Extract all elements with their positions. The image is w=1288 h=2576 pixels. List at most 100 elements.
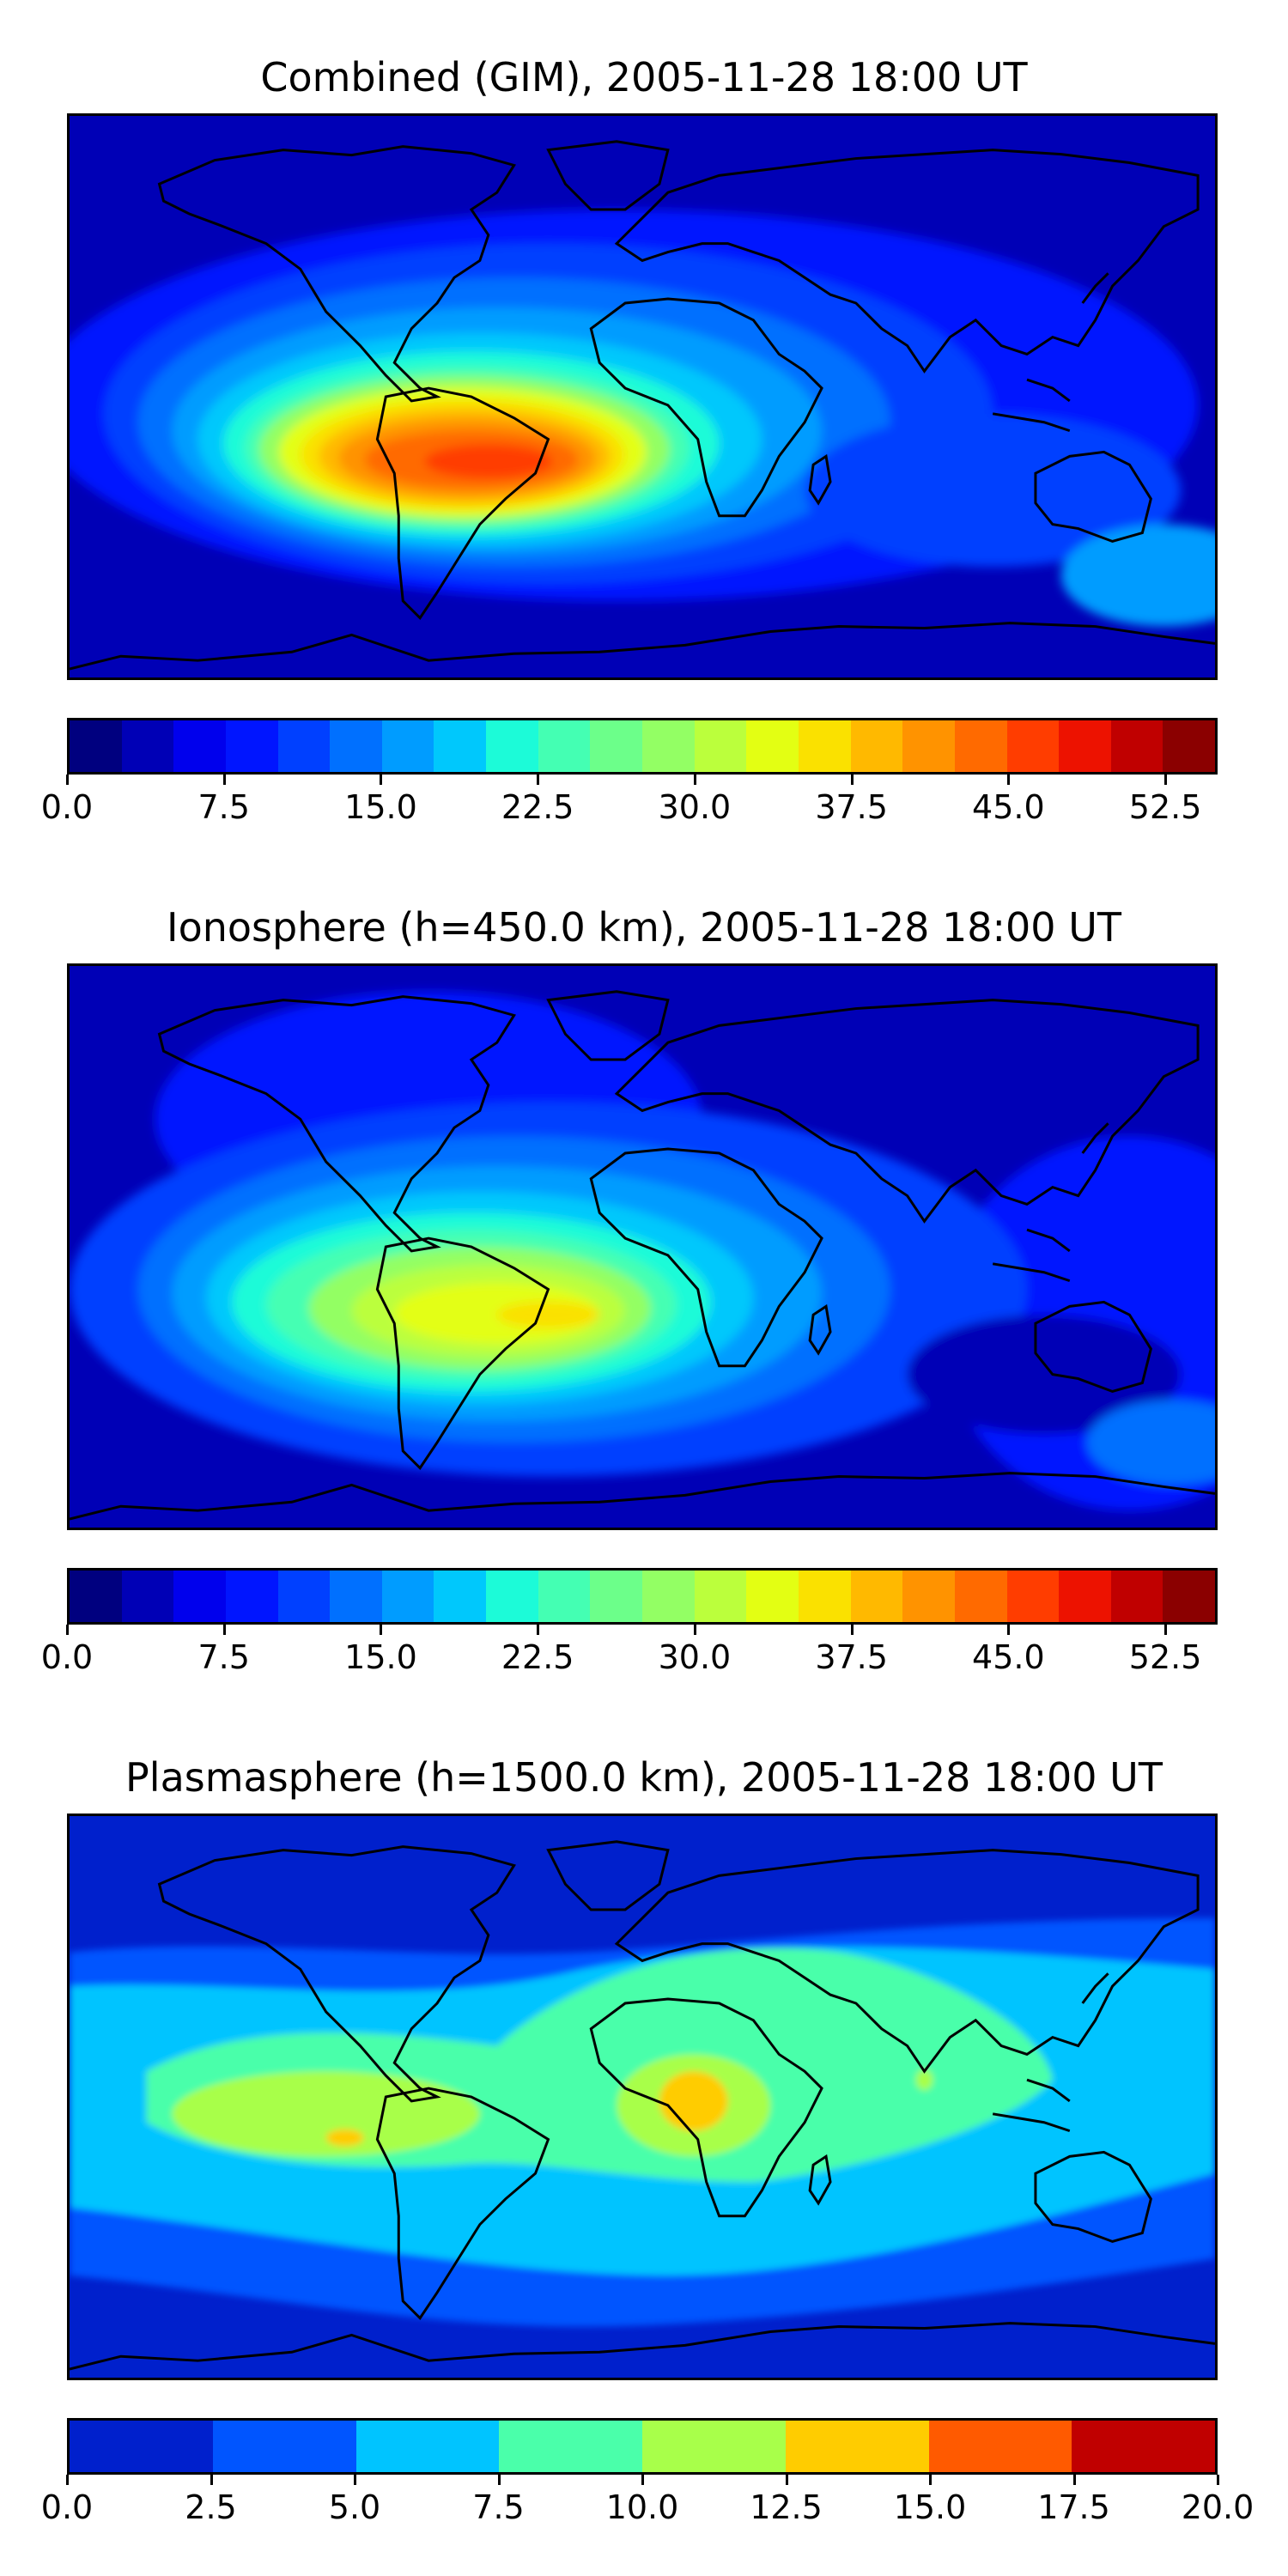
colorbar-plasmasphere (67, 2418, 1218, 2475)
colorbar-segment (355, 2421, 500, 2472)
colorbar-segment (1163, 720, 1215, 772)
tick-label: 30.0 (658, 1638, 732, 1676)
colorbar-segment (70, 1571, 122, 1622)
tick-mark (497, 2475, 501, 2485)
panel-title-plasmasphere: Plasmasphere (h=1500.0 km), 2005-11-28 1… (125, 1754, 1163, 1801)
tick-mark (1164, 1625, 1168, 1635)
tick-label: 2.5 (185, 2488, 237, 2526)
colorbar-segment (173, 1571, 226, 1622)
tick-mark (222, 775, 226, 785)
colorbar-segment (928, 2421, 1072, 2472)
tick-label: 45.0 (972, 1638, 1045, 1676)
tick-label: 10.0 (605, 2488, 679, 2526)
colorbar-segment (954, 720, 1007, 772)
colorbar-segment (642, 720, 695, 772)
tick-mark (850, 1625, 854, 1635)
tick-label: 52.5 (1128, 788, 1202, 826)
colorbar-segment (70, 720, 122, 772)
colorbar-segment (902, 720, 955, 772)
colorbar-segment (381, 1571, 434, 1622)
colorbar-segment (746, 720, 799, 772)
colorbar-segment (850, 1571, 903, 1622)
panel-title-ionosphere: Ionosphere (h=450.0 km), 2005-11-28 18:0… (167, 904, 1121, 951)
colorbar-segment (694, 720, 747, 772)
tick-mark (929, 2475, 932, 2485)
tick-mark (380, 1625, 383, 1635)
colorbar-segment (538, 1571, 591, 1622)
tick-label: 12.5 (750, 2488, 823, 2526)
tick-mark (66, 775, 69, 785)
tick-mark (1007, 1625, 1011, 1635)
colorbar-segment (225, 720, 278, 772)
colorbar-segment (330, 1571, 382, 1622)
panel-title-combined: Combined (GIM), 2005-11-28 18:00 UT (260, 54, 1028, 100)
map-plasmasphere (67, 1814, 1218, 2380)
colorbar-segment (381, 720, 434, 772)
tick-label: 52.5 (1128, 1638, 1202, 1676)
colorbar-segment (70, 2421, 213, 2472)
colorbar-segment (486, 720, 538, 772)
colorbar-segment (434, 1571, 487, 1622)
colorbar-segment (121, 1571, 174, 1622)
tick-label: 0.0 (40, 2488, 94, 2526)
tick-label: 20.0 (1181, 2488, 1255, 2526)
tick-mark (354, 2475, 356, 2485)
colorbar-segment (1006, 1571, 1060, 1622)
colorbar-segment (212, 2421, 356, 2472)
tick-mark (210, 2475, 213, 2485)
tick-mark (537, 1625, 540, 1635)
colorbar-segment (798, 720, 851, 772)
colorbar-segment (642, 2421, 786, 2472)
map-ionosphere (67, 963, 1218, 1530)
tick-mark (850, 775, 854, 785)
tick-label: 15.0 (344, 788, 417, 826)
tick-mark (785, 2475, 788, 2485)
colorbar-segment (694, 1571, 747, 1622)
tick-label: 15.0 (344, 1638, 417, 1676)
colorbar-segment (121, 720, 174, 772)
colorbar-segment (798, 1571, 851, 1622)
tick-mark (66, 1625, 69, 1635)
colorbar-segment (499, 2421, 642, 2472)
colorbar-segment (954, 1571, 1007, 1622)
colorbar-ticks-combined: 0.0 7.5 15.0 22.5 30.0 37.5 45.0 52.5 (41, 775, 1218, 826)
colorbar-segment (173, 720, 226, 772)
colorbar-segment (1163, 1571, 1215, 1622)
colorbar-segment (277, 1571, 331, 1622)
tick-mark (693, 775, 696, 785)
colorbar-segment (1072, 2421, 1215, 2472)
tick-mark (641, 2475, 644, 2485)
colorbar-segment (590, 1571, 643, 1622)
tick-label: 7.5 (197, 1638, 250, 1676)
colorbar-segment (1110, 1571, 1163, 1622)
tick-mark (1164, 775, 1168, 785)
colorbar-segment (330, 720, 382, 772)
tick-label: 7.5 (197, 788, 250, 826)
colorbar-combined (67, 718, 1218, 775)
tick-label: 7.5 (472, 2488, 525, 2526)
tick-label: 30.0 (658, 788, 732, 826)
colorbar-segment (850, 720, 903, 772)
tick-label: 37.5 (815, 788, 888, 826)
tick-mark (1217, 2475, 1219, 2485)
colorbar-segment (785, 2421, 929, 2472)
tick-mark (1072, 2475, 1076, 2485)
colorbar-ticks-ionosphere: 0.0 7.5 15.0 22.5 30.0 37.5 45.0 52.5 (41, 1625, 1218, 1676)
tick-label: 45.0 (972, 788, 1045, 826)
colorbar-segment (902, 1571, 955, 1622)
colorbar-segment (642, 1571, 695, 1622)
tick-label: 37.5 (815, 1638, 888, 1676)
colorbar-segment (1059, 1571, 1111, 1622)
map-combined (67, 113, 1218, 680)
tick-label: 22.5 (501, 788, 574, 826)
tick-mark (537, 775, 540, 785)
colorbar-segment (434, 720, 487, 772)
tick-label: 0.0 (40, 1638, 94, 1676)
tick-label: 22.5 (501, 1638, 574, 1676)
colorbar-ticks-plasmasphere: 0.0 2.5 5.0 7.5 10.0 12.5 15.0 17.5 20.0 (41, 2475, 1254, 2526)
tick-label: 5.0 (328, 2488, 381, 2526)
tick-mark (1007, 775, 1011, 785)
colorbar-segment (486, 1571, 538, 1622)
tick-mark (693, 1625, 696, 1635)
colorbar-segment (1059, 720, 1111, 772)
